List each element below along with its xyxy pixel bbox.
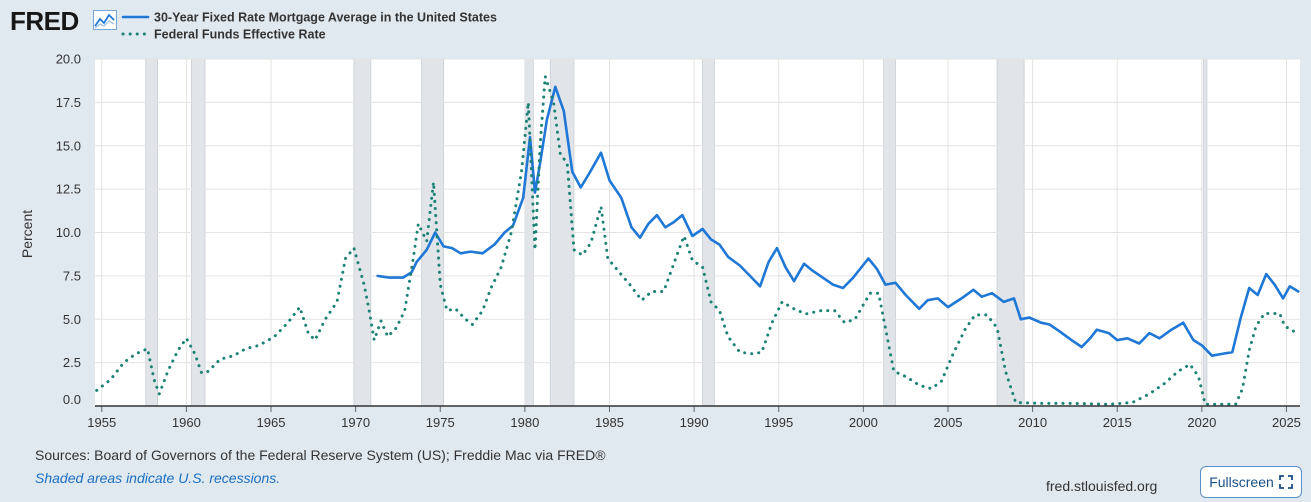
fred-url[interactable]: fred.stlouisfed.org bbox=[1046, 478, 1158, 494]
y-axis-label: Percent bbox=[19, 210, 35, 258]
axes: 0.0 2.5 5.0 7.5 10.0 12.5 15.0 17.5 20.0 1955 1960… bbox=[56, 52, 1301, 431]
x-tick-label: 2010 bbox=[1018, 415, 1047, 430]
x-tick-label: 1995 bbox=[764, 415, 793, 430]
y-tick-label: 5.0 bbox=[63, 312, 81, 327]
x-tick-label: 1965 bbox=[257, 415, 286, 430]
x-tick-label: 1975 bbox=[426, 415, 455, 430]
recession-note: Shaded areas indicate U.S. recessions. bbox=[35, 470, 281, 486]
y-tick-label: 10.0 bbox=[56, 225, 81, 240]
fred-logo[interactable]: FRED bbox=[10, 6, 79, 36]
x-tick-label: 1985 bbox=[595, 415, 624, 430]
x-tick-label: 2015 bbox=[1103, 415, 1132, 430]
x-tick-label: 2000 bbox=[849, 415, 878, 430]
x-tick-label: 2020 bbox=[1187, 415, 1216, 430]
y-tick-label: 12.5 bbox=[56, 182, 81, 197]
x-tick-label: 1980 bbox=[510, 415, 539, 430]
series-fedfunds-line bbox=[95, 74, 1300, 406]
expand-corners-icon bbox=[1278, 475, 1293, 489]
y-tick-label: 7.5 bbox=[63, 268, 81, 283]
chart-svg: 0.0 2.5 5.0 7.5 10.0 12.5 15.0 17.5 20.0 1955 1960… bbox=[19, 11, 1301, 431]
y-tick-label: 15.0 bbox=[56, 138, 81, 153]
series-lines bbox=[95, 74, 1300, 406]
legend: 30-Year Fixed Rate Mortgage Average in t… bbox=[121, 11, 497, 42]
x-tick-label: 2025 bbox=[1272, 415, 1301, 430]
x-tick-label: 2005 bbox=[934, 415, 963, 430]
x-tick-label: 1960 bbox=[172, 415, 201, 430]
x-tick-label: 1990 bbox=[680, 415, 709, 430]
y-tick-label: 0.0 bbox=[63, 392, 81, 407]
y-tick-label: 2.5 bbox=[63, 355, 81, 370]
sources-text: Sources: Board of Governors of the Feder… bbox=[35, 447, 606, 463]
legend-label: Federal Funds Effective Rate bbox=[154, 28, 326, 42]
x-tick-label: 1955 bbox=[87, 415, 116, 430]
x-tick-label: 1970 bbox=[341, 415, 370, 430]
fullscreen-label: Fullscreen bbox=[1209, 474, 1274, 490]
fullscreen-button[interactable]: Fullscreen bbox=[1200, 466, 1302, 498]
legend-label: 30-Year Fixed Rate Mortgage Average in t… bbox=[154, 11, 497, 25]
y-tick-label: 17.5 bbox=[56, 95, 81, 110]
line-chart-icon bbox=[93, 10, 117, 30]
y-tick-label: 20.0 bbox=[56, 52, 81, 67]
